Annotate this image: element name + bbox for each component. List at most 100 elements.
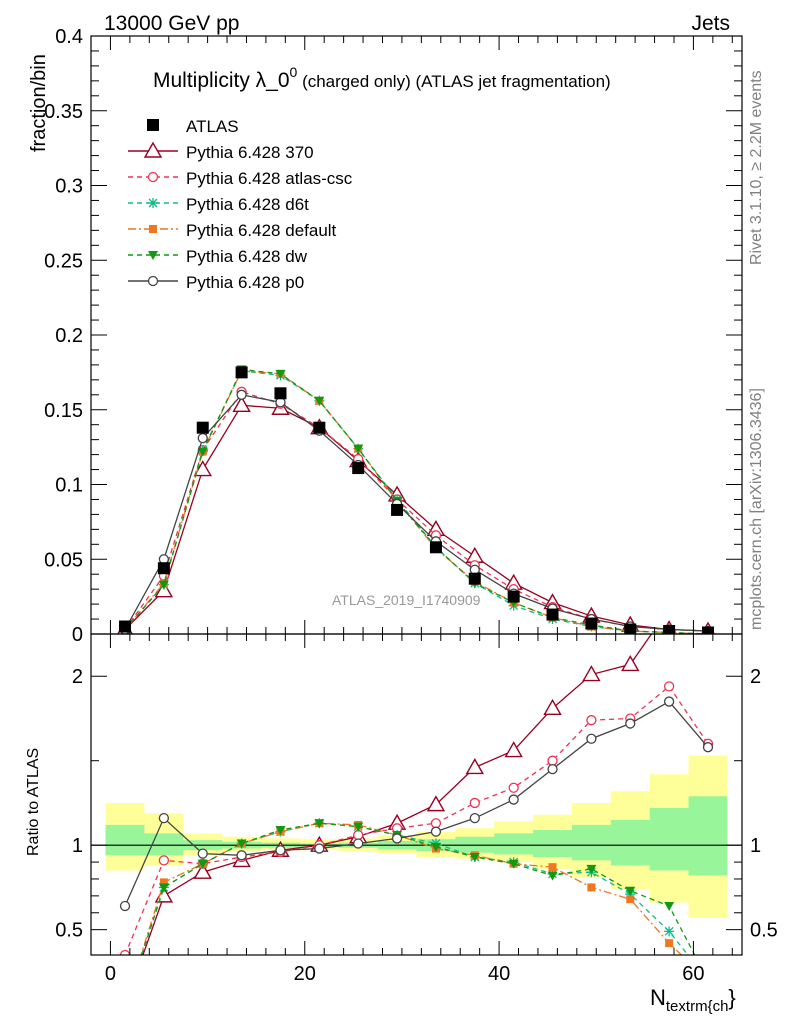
point-dw-1 <box>158 580 169 590</box>
legend-label-p370: Pythia 6.428 370 <box>186 143 314 162</box>
ratio-point-atlascsc-1 <box>158 855 170 866</box>
legend-item-p0: Pythia 6.428 p0 <box>128 273 304 292</box>
ratio-point-dw-0 <box>120 1002 130 1011</box>
ratio-point-dw-8 <box>430 842 441 852</box>
ratio-ytick-label-right-1: 1 <box>750 835 761 857</box>
point-atlas-9 <box>468 572 481 585</box>
legend-item-p370: Pythia 6.428 370 <box>128 141 314 162</box>
ratio-point-d6t-14 <box>664 926 675 937</box>
ratio-point-atlascsc-14 <box>663 681 675 692</box>
legend-marker-p370 <box>143 141 163 158</box>
ratio-point-dw-11 <box>547 871 558 881</box>
ratio-point-p0-0 <box>119 900 131 912</box>
ratio-point-p0-11 <box>547 764 558 775</box>
ratio-point-default-15 <box>704 976 712 984</box>
title-rest: (charged only) (ATLAS jet fragmentation) <box>297 72 610 91</box>
ratio-xtick-label-0: 0 <box>105 963 116 985</box>
point-atlas-6 <box>352 462 365 475</box>
ratio-line-atlascsc <box>124 685 709 955</box>
main-ytick-label-8: 0.4 <box>55 26 83 48</box>
ratio-point-dw-13 <box>625 886 636 896</box>
main-series <box>117 365 716 634</box>
point-atlas-12 <box>585 617 598 630</box>
watermark: ATLAS_2019_I1740909 <box>332 592 481 608</box>
ratio-point-default-0 <box>121 1002 129 1010</box>
ratio-frame <box>90 633 743 956</box>
ratio-point-p0-4 <box>275 845 286 856</box>
ratio-point-p0-3 <box>236 850 247 861</box>
ratio-ytick-label-right-2: 2 <box>750 666 761 688</box>
series-line-dw <box>124 368 709 634</box>
point-dw-2 <box>197 447 208 457</box>
ratio-ytick-label-0: 0.5 <box>55 920 83 942</box>
ratio-point-p370-10 <box>504 741 523 758</box>
ratio-ytick-label-2: 2 <box>72 666 83 688</box>
legend-marker-atlascsc <box>147 171 159 183</box>
ratio-point-p0-5 <box>314 843 325 854</box>
ratio-point-p370-15 <box>700 601 716 615</box>
legend-item-d6t: Pythia 6.428 d6t <box>128 195 309 214</box>
point-atlas-1 <box>157 562 170 575</box>
ratio-point-dw-4 <box>275 825 286 835</box>
header-left: 13000 GeV pp <box>104 12 239 35</box>
legend-marker-p0 <box>147 275 159 287</box>
xlabel-tail: } <box>728 985 735 1010</box>
point-dw-6 <box>353 444 364 454</box>
legend-label-default: Pythia 6.428 default <box>186 221 337 240</box>
legend-label-p0: Pythia 6.428 p0 <box>186 273 304 292</box>
main-ytick-label-4: 0.2 <box>55 325 83 347</box>
ratio-point-p0-7 <box>391 833 403 844</box>
point-atlas-14 <box>663 625 676 634</box>
point-atlas-3 <box>235 366 248 379</box>
point-atlas-7 <box>391 503 404 516</box>
ratio-point-dw-2 <box>197 859 208 869</box>
ratio-point-dw-14 <box>664 902 675 912</box>
ratio-point-p0-15 <box>702 742 714 753</box>
ratio-point-default-11 <box>548 863 557 872</box>
point-atlas-15 <box>701 626 714 634</box>
xlabel-main: N <box>650 985 666 1010</box>
legend: ATLAS Pythia 6.428 370 Pythia 6.428 atlas-… <box>128 117 353 292</box>
ratio-point-dw-10 <box>508 859 519 869</box>
point-atlas-8 <box>429 541 442 554</box>
ratio-point-p0-8 <box>430 826 442 837</box>
ratio-ylabel: Ratio to ATLAS <box>25 748 42 856</box>
legend-label-atlascsc: Pythia 6.428 atlas-csc <box>186 169 353 188</box>
main-ytick-label-6: 0.3 <box>55 176 83 198</box>
ratio-point-p0-10 <box>508 794 519 805</box>
point-atlas-4 <box>274 387 287 400</box>
main-ytick-label-3: 0.15 <box>44 400 83 422</box>
main-ytick-label-1: 0.05 <box>44 549 83 571</box>
legend-marker-atlas <box>147 119 159 131</box>
ratio-line-dw <box>140 822 696 955</box>
ratio-point-p370-0 <box>117 998 133 1012</box>
ratio-point-default-1 <box>159 878 168 887</box>
ratio-xtick-label-1: 20 <box>294 963 316 985</box>
ratio-point-default-12 <box>587 883 596 892</box>
point-atlas-10 <box>507 590 520 603</box>
ratio-point-p0-2 <box>197 848 208 859</box>
ratio-xtick-label-3: 60 <box>682 963 704 985</box>
ratio-point-p370-14 <box>661 601 677 615</box>
ratio-point-d6t-0 <box>120 1001 130 1011</box>
point-p0-3 <box>236 389 247 400</box>
rivet-label: Rivet 3.1.10, ≥ 2.2M events <box>748 70 765 265</box>
ratio-point-default-14 <box>665 939 674 948</box>
ratio-point-p370-8 <box>426 795 446 812</box>
point-p370-2 <box>193 460 212 477</box>
ratio-point-p0-13 <box>625 718 636 729</box>
series-line-p0 <box>124 394 709 632</box>
ratio-point-p370-9 <box>465 758 485 775</box>
ratio-ytick-label-1: 1 <box>72 835 83 857</box>
title-sup: 0 <box>290 64 298 80</box>
ratio-point-atlascsc-12 <box>586 715 597 726</box>
main-ytick-label-7: 0.35 <box>44 101 83 123</box>
legend-marker-default <box>149 225 157 233</box>
point-dw-4 <box>275 369 286 379</box>
main-ytick-label-5: 0.25 <box>44 250 83 272</box>
ratio-point-default-13 <box>626 895 635 904</box>
legend-item-default: Pythia 6.428 default <box>128 221 337 240</box>
xlabel-sub: textrm{ch <box>666 998 729 1015</box>
ratio-point-atlascsc-8 <box>430 818 442 829</box>
ratio-point-p0-1 <box>158 813 170 824</box>
